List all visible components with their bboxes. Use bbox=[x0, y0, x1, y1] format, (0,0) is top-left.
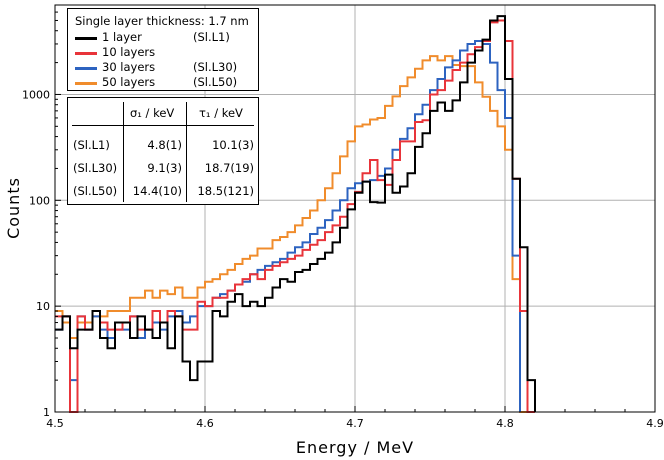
legend-tag: (Sl.L50) bbox=[193, 75, 238, 89]
y-tick-label: 100 bbox=[29, 194, 50, 207]
legend-swatch bbox=[75, 52, 97, 55]
table-cell: 4.8(1) bbox=[147, 138, 182, 152]
table-cell: 18.7(19) bbox=[204, 161, 254, 175]
fit-parameter-table: σ₁ / keV τ₁ / keV (Sl.L1) 4.8(1) 10.1(3)… bbox=[67, 97, 259, 205]
x-tick-label: 4.9 bbox=[646, 417, 664, 430]
legend-label: 10 layers bbox=[102, 45, 156, 59]
series-layer bbox=[55, 15, 536, 413]
legend-swatch bbox=[75, 67, 97, 70]
x-tick-labels: 4.5 4.6 4.7 4.8 4.9 bbox=[46, 417, 664, 430]
x-tick-label: 4.5 bbox=[46, 417, 64, 430]
legend-swatch bbox=[75, 82, 97, 85]
table-cell: 18.5(121) bbox=[197, 184, 254, 198]
legend-label: 30 layers bbox=[102, 60, 156, 74]
table-header-tau: τ₁ / keV bbox=[199, 106, 243, 120]
histogram-series-50-layers bbox=[55, 55, 528, 413]
table-cell: 14.4(10) bbox=[132, 184, 182, 198]
histogram-series-10-layers bbox=[55, 19, 535, 413]
y-axis-label: Counts bbox=[4, 177, 23, 239]
table-divider bbox=[123, 102, 124, 202]
x-tick-label: 4.6 bbox=[196, 417, 214, 430]
legend-label: 1 layer bbox=[102, 30, 142, 44]
legend-tag: (Sl.L1) bbox=[193, 30, 230, 44]
table-divider bbox=[72, 125, 254, 126]
legend-tag: (Sl.L30) bbox=[193, 60, 238, 74]
histogram-series-1-layer bbox=[55, 15, 536, 412]
y-tick-labels: 1 10 100 1000 bbox=[22, 88, 50, 419]
x-tick-label: 4.8 bbox=[496, 417, 514, 430]
x-tick-label: 4.7 bbox=[346, 417, 364, 430]
legend-swatch bbox=[75, 37, 97, 40]
table-divider bbox=[186, 102, 187, 202]
table-cell: 9.1(3) bbox=[147, 161, 182, 175]
y-tick-label: 1 bbox=[43, 406, 50, 419]
x-axis-label: Energy / MeV bbox=[296, 438, 414, 457]
table-cell: 10.1(3) bbox=[212, 138, 254, 152]
table-cell: (Sl.L1) bbox=[73, 138, 110, 152]
table-cell: (Sl.L50) bbox=[73, 184, 118, 198]
legend: Single layer thickness: 1.7 nm 1 layer (… bbox=[67, 8, 259, 91]
tick-marks bbox=[54, 4, 656, 413]
table-cell: (Sl.L30) bbox=[73, 161, 118, 175]
y-tick-label: 10 bbox=[36, 300, 50, 313]
table-header-sigma: σ₁ / keV bbox=[130, 106, 175, 120]
legend-label: 50 layers bbox=[102, 75, 156, 89]
y-tick-label: 1000 bbox=[22, 88, 50, 101]
legend-title: Single layer thickness: 1.7 nm bbox=[75, 14, 249, 28]
